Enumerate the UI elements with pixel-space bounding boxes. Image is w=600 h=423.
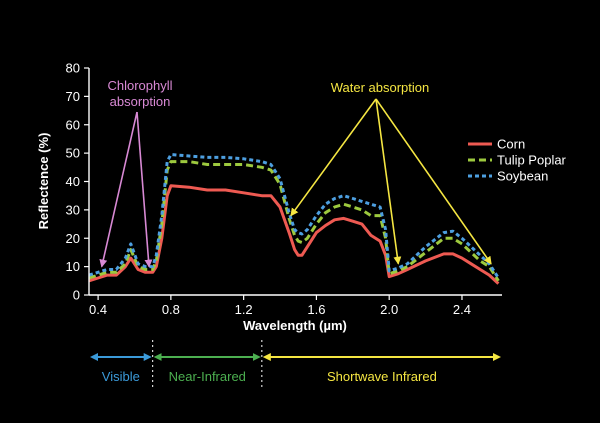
water-absorption-arrow — [375, 98, 492, 265]
chlorophyll-annotation-line-2: absorption — [110, 94, 171, 109]
chlorophyll-arrow — [99, 111, 138, 268]
x-ticks: 0.4 0.8 1.2 1.6 2.0 2.4 — [89, 295, 471, 317]
region-label-visible: Visible — [102, 369, 140, 384]
annotation-arrows — [99, 98, 492, 268]
water-absorption-arrow — [375, 98, 402, 265]
annotations: Chlorophyll absorption Water absorption — [99, 78, 492, 268]
spectral-regions: Visible Near-Infrared Shortwave Infrared — [90, 340, 501, 388]
x-axis-title: Wavelength (µm) — [243, 318, 347, 333]
x-tick-label: 0.4 — [89, 302, 107, 317]
x-tick-label: 1.2 — [235, 302, 253, 317]
x-tick-label: 2.0 — [380, 302, 398, 317]
y-tick-label: 0 — [73, 288, 80, 303]
y-tick-label: 40 — [66, 174, 80, 189]
series-line-corn — [88, 184, 500, 285]
x-tick-label: 1.6 — [307, 302, 325, 317]
x-tick-label: 0.8 — [162, 302, 180, 317]
series-line-soybean — [88, 153, 500, 279]
y-tick-label: 50 — [66, 146, 80, 161]
legend-label-soybean: Soybean — [497, 169, 548, 184]
y-tick-label: 60 — [66, 117, 80, 132]
chlorophyll-annotation-line-1: Chlorophyll — [107, 78, 172, 93]
series-line-tulip-poplar — [88, 160, 500, 282]
y-tick-label: 30 — [66, 202, 80, 217]
chlorophyll-arrow — [136, 111, 153, 268]
y-tick-label: 10 — [66, 259, 80, 274]
y-tick-label: 70 — [66, 89, 80, 104]
curves-layer — [88, 153, 500, 285]
region-label-shortwave-infrared: Shortwave Infrared — [327, 369, 437, 384]
axes-layer: 0 10 20 30 40 50 60 70 80 0.4 0.8 1.2 1.6 2.0 2.4 Ref… — [36, 61, 502, 333]
y-tick-label: 20 — [66, 231, 80, 246]
region-label-near-infrared: Near-Infrared — [169, 369, 246, 384]
water-absorption-arrow — [290, 98, 377, 217]
x-tick-label: 2.4 — [453, 302, 471, 317]
y-tick-label: 80 — [66, 61, 80, 76]
y-axis-title: Reflectence (%) — [36, 133, 51, 230]
legend-label-corn: Corn — [497, 137, 525, 152]
water-absorption-annotation: Water absorption — [331, 80, 430, 95]
legend-label-tulip-poplar: Tulip Poplar — [497, 153, 567, 168]
y-ticks: 0 10 20 30 40 50 60 70 80 — [66, 61, 89, 303]
